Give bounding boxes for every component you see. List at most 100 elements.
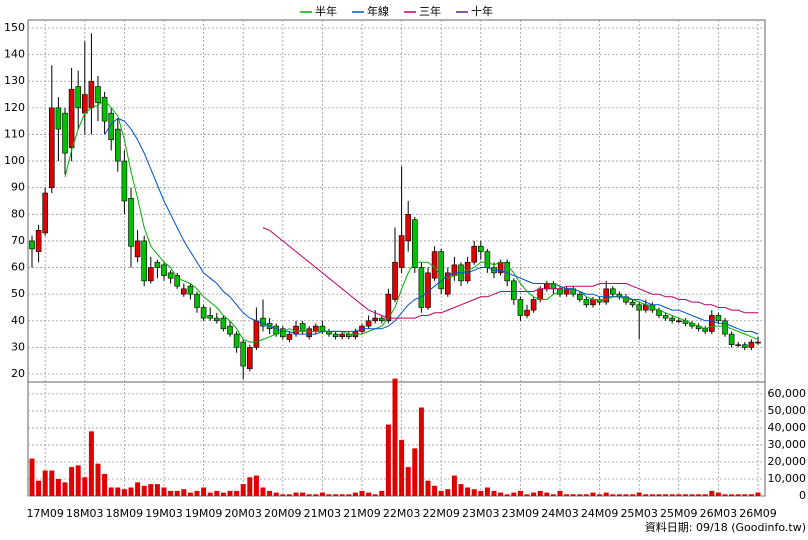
volume-bar xyxy=(55,478,61,496)
x-tick-label: 24M03 xyxy=(541,507,579,520)
y2-tick-label: 50,000 xyxy=(768,404,807,417)
y-tick-label: 30 xyxy=(11,340,25,353)
candle-body xyxy=(286,333,293,340)
candle-body xyxy=(755,341,761,344)
volume-bar xyxy=(267,490,273,496)
volume-bar xyxy=(372,494,378,496)
volume-bar xyxy=(663,494,669,496)
legend-label: 半年 xyxy=(315,4,337,18)
candle-body xyxy=(75,86,81,109)
volume-bar xyxy=(82,477,88,496)
volume-bar xyxy=(161,487,167,496)
candle-body xyxy=(187,285,194,295)
y-tick-label: 40 xyxy=(11,314,25,327)
volume-bar xyxy=(504,494,510,496)
volume-bar xyxy=(729,494,735,496)
candle-body xyxy=(517,299,524,316)
ma-line xyxy=(262,227,758,319)
candle-body xyxy=(115,128,121,162)
y-tick-label: 120 xyxy=(4,101,25,114)
volume-bar xyxy=(187,492,193,496)
candle-body xyxy=(141,240,147,282)
volume-bar xyxy=(234,490,240,496)
candle-body xyxy=(748,341,755,348)
y-tick-label: 100 xyxy=(4,154,25,167)
candle-body xyxy=(101,96,108,122)
volume-bar xyxy=(636,492,642,496)
volume-bar xyxy=(623,494,629,496)
volume-bar xyxy=(260,487,266,496)
volume-bar xyxy=(564,494,570,496)
volume-bar xyxy=(689,494,695,496)
volume-bar xyxy=(102,473,108,496)
legend-label: 十年 xyxy=(471,4,493,18)
x-tick-label: 26M03 xyxy=(700,507,738,520)
candle-body xyxy=(108,112,114,141)
volume-bar xyxy=(445,489,451,496)
volume-bar xyxy=(630,494,636,496)
x-tick-label: 22M09 xyxy=(422,507,460,520)
candle-body xyxy=(543,283,550,290)
y-tick-label: 60 xyxy=(11,261,25,274)
candle-body xyxy=(735,344,742,347)
y2-tick-label: 0 xyxy=(799,489,806,502)
candle-body xyxy=(88,80,95,109)
volume-bar xyxy=(412,448,418,496)
volume-bar xyxy=(709,490,715,496)
candle-body xyxy=(319,325,326,332)
volume-bar xyxy=(722,494,728,496)
candle-body xyxy=(214,317,220,322)
x-tick-label: 19M09 xyxy=(185,507,223,520)
volume-bar xyxy=(141,485,147,496)
x-tick-label: 20M09 xyxy=(264,507,302,520)
y-tick-label: 150 xyxy=(4,21,25,34)
volume-bar xyxy=(379,490,385,496)
volume-bar xyxy=(135,482,141,496)
x-tick-label: 19M03 xyxy=(145,507,183,520)
volume-bar xyxy=(121,489,127,496)
candle-body xyxy=(339,333,346,338)
volume-bar xyxy=(669,494,675,496)
legend-label: 年線 xyxy=(367,4,389,18)
candle-body xyxy=(603,288,610,303)
volume-bar xyxy=(537,490,543,496)
volume-bar xyxy=(603,492,609,496)
candle-body xyxy=(741,344,748,348)
x-tick-label: 25M03 xyxy=(620,507,658,520)
candle-body xyxy=(438,251,445,290)
volume-bar xyxy=(227,490,233,496)
candle-body xyxy=(167,272,174,279)
y2-tick-label: 10,000 xyxy=(768,472,807,485)
volume-bar xyxy=(95,463,101,496)
volume-bar xyxy=(181,489,187,496)
candle-body xyxy=(260,317,266,327)
volume-bar xyxy=(656,494,662,496)
volume-bar xyxy=(405,467,411,496)
candle-body xyxy=(312,325,319,332)
volume-bar xyxy=(154,484,160,496)
volume-bar xyxy=(293,492,299,496)
volume-bar xyxy=(498,492,504,496)
candle-body xyxy=(431,251,438,279)
x-tick-label: 20M03 xyxy=(224,507,262,520)
volume-bar xyxy=(517,490,523,496)
volume-bar xyxy=(616,494,622,496)
candle-body xyxy=(161,264,167,276)
candle-body xyxy=(279,328,286,338)
x-tick-label: 26M09 xyxy=(739,507,777,520)
candle-body xyxy=(174,275,180,287)
volume-bar xyxy=(696,494,702,496)
volume-bar xyxy=(313,494,319,496)
candle-body xyxy=(148,267,154,282)
candle-body xyxy=(55,107,62,130)
volume-bar xyxy=(557,490,563,496)
volume-bar xyxy=(590,492,596,496)
volume-bar xyxy=(115,487,121,496)
x-tick-label: 17M09 xyxy=(26,507,64,520)
volume-bar xyxy=(207,492,213,496)
volume-bar xyxy=(399,439,405,496)
x-tick-label: 23M03 xyxy=(462,507,500,520)
candle-body xyxy=(128,198,134,247)
volume-bar xyxy=(715,492,721,496)
x-tick-label: 24M09 xyxy=(581,507,619,520)
